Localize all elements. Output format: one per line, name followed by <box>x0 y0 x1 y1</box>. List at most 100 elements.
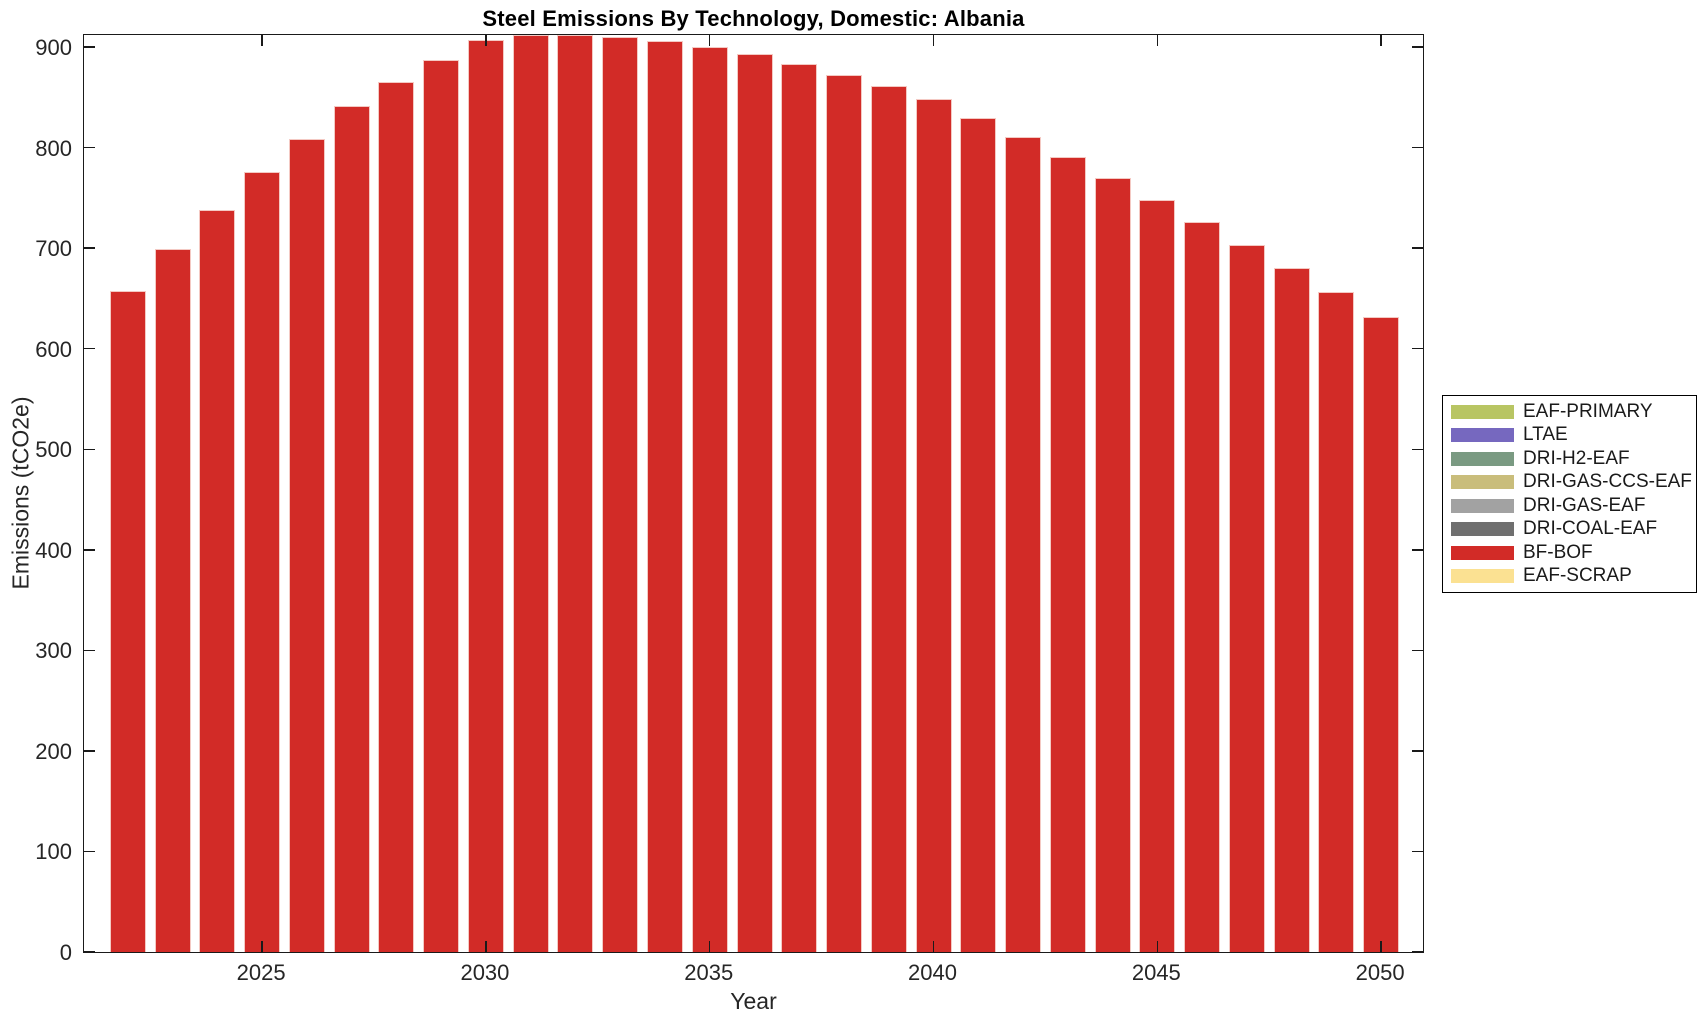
legend-item-dri-gas-eaf: DRI-GAS-EAF <box>1443 495 1696 517</box>
bar-2026 <box>288 138 325 952</box>
plot-area <box>83 34 1424 953</box>
legend-label-dri-gas-ccs-eaf: DRI-GAS-CCS-EAF <box>1523 471 1692 493</box>
bar-2032 <box>557 35 594 952</box>
legend: EAF-PRIMARY LTAE DRI-H2-EAF DRI-GAS-CCS-EAF… <box>1442 395 1697 593</box>
y-tick-label-500: 500 <box>35 437 72 463</box>
y-tick-label-400: 400 <box>35 537 72 563</box>
y-tick-mark-700 <box>1412 247 1423 249</box>
y-tick-mark-400 <box>84 549 95 551</box>
y-tick-label-100: 100 <box>35 839 72 865</box>
legend-item-eaf-primary: EAF-PRIMARY <box>1443 401 1696 423</box>
y-tick-mark-600 <box>84 347 95 350</box>
bar-2040 <box>915 99 952 952</box>
legend-swatch-dri-coal-eaf <box>1451 522 1514 537</box>
legend-swatch-bf-bof <box>1451 545 1514 560</box>
legend-swatch-eaf-scrap <box>1451 569 1514 584</box>
bar-2037 <box>781 64 818 952</box>
bar-2047 <box>1228 245 1265 952</box>
y-tick-mark-300 <box>84 649 95 652</box>
x-tick-label-2045: 2045 <box>1131 960 1181 985</box>
x-tick-mark-2050 <box>1380 35 1382 46</box>
legend-label-eaf-primary: EAF-PRIMARY <box>1523 400 1653 422</box>
legend-item-ltae: LTAE <box>1443 424 1696 446</box>
x-tick-label-2025: 2025 <box>236 960 286 985</box>
legend-item-eaf-scrap: EAF-SCRAP <box>1443 565 1696 587</box>
y-tick-label-700: 700 <box>35 236 72 262</box>
y-tick-label-0: 0 <box>59 940 72 965</box>
y-tick-mark-800 <box>1412 146 1423 149</box>
bar-2024 <box>199 209 236 952</box>
x-tick-mark-2025 <box>261 941 263 952</box>
legend-swatch-dri-h2-eaf <box>1451 451 1514 466</box>
x-tick-label-2050: 2050 <box>1355 960 1405 985</box>
legend-swatch-ltae <box>1451 428 1514 443</box>
legend-label-ltae: LTAE <box>1523 424 1568 446</box>
x-tick-mark-2030 <box>485 941 487 952</box>
legend-label-dri-coal-eaf: DRI-COAL-EAF <box>1523 518 1658 540</box>
chart-title: Steel Emissions By Technology, Domestic:… <box>482 6 1025 31</box>
bar-2035 <box>691 47 728 952</box>
y-tick-label-900: 900 <box>35 35 72 61</box>
y-tick-mark-100 <box>1412 850 1423 853</box>
x-tick-label-2040: 2040 <box>908 960 957 985</box>
legend-label-eaf-scrap: EAF-SCRAP <box>1523 565 1632 587</box>
bar-2034 <box>646 41 683 952</box>
legend-item-bf-bof: BF-BOF <box>1443 542 1696 564</box>
bar-2049 <box>1318 292 1355 952</box>
y-tick-mark-300 <box>1412 649 1423 652</box>
y-tick-label-300: 300 <box>35 638 72 664</box>
y-tick-mark-600 <box>1412 347 1423 350</box>
legend-swatch-eaf-primary <box>1451 404 1514 419</box>
x-tick-mark-2030 <box>485 35 487 46</box>
bar-2022 <box>109 291 146 952</box>
legend-label-bf-bof: BF-BOF <box>1523 541 1593 563</box>
bar-2028 <box>378 82 415 952</box>
bar-2045 <box>1139 199 1176 952</box>
bar-2038 <box>826 75 863 952</box>
bar-2041 <box>960 118 997 952</box>
y-tick-label-200: 200 <box>35 738 72 764</box>
bar-2039 <box>870 86 907 952</box>
y-tick-mark-200 <box>1412 750 1423 752</box>
legend-label-dri-gas-eaf: DRI-GAS-EAF <box>1523 494 1646 516</box>
y-tick-label-600: 600 <box>35 336 72 362</box>
bar-2023 <box>154 249 191 952</box>
x-tick-mark-2050 <box>1380 941 1382 952</box>
bar-2042 <box>1005 136 1042 952</box>
legend-label-dri-h2-eaf: DRI-H2-EAF <box>1523 447 1630 469</box>
x-tick-mark-2040 <box>932 941 935 952</box>
y-tick-mark-400 <box>1412 549 1423 551</box>
y-tick-mark-0 <box>84 951 95 953</box>
x-tick-mark-2045 <box>1156 941 1159 952</box>
legend-item-dri-gas-ccs-eaf: DRI-GAS-CCS-EAF <box>1443 471 1696 493</box>
x-tick-mark-2045 <box>1156 35 1159 46</box>
bar-2048 <box>1273 268 1310 952</box>
x-tick-mark-2035 <box>708 941 711 952</box>
bar-2036 <box>736 54 773 952</box>
y-tick-mark-200 <box>84 750 95 752</box>
x-tick-label-2035: 2035 <box>684 960 734 985</box>
bar-2044 <box>1094 177 1131 952</box>
legend-item-dri-h2-eaf: DRI-H2-EAF <box>1443 448 1696 470</box>
y-tick-mark-700 <box>84 247 95 249</box>
bar-2025 <box>244 171 281 952</box>
bar-2029 <box>423 60 460 952</box>
legend-swatch-dri-gas-eaf <box>1451 498 1514 513</box>
y-tick-mark-0 <box>1412 951 1423 953</box>
legend-item-dri-coal-eaf: DRI-COAL-EAF <box>1443 518 1696 540</box>
y-tick-mark-800 <box>84 146 95 149</box>
bar-2027 <box>333 106 370 952</box>
y-tick-mark-900 <box>1412 46 1423 48</box>
y-tick-mark-900 <box>84 46 95 48</box>
y-tick-label-800: 800 <box>35 135 72 161</box>
bar-2050 <box>1363 316 1400 952</box>
y-tick-mark-500 <box>84 448 95 451</box>
bar-2033 <box>602 37 639 952</box>
x-tick-mark-2040 <box>932 35 935 46</box>
bar-2030 <box>467 40 504 952</box>
y-tick-mark-100 <box>84 850 95 853</box>
bar-2046 <box>1184 222 1221 952</box>
x-tick-mark-2035 <box>708 35 711 46</box>
x-axis-label: Year <box>730 988 777 1014</box>
